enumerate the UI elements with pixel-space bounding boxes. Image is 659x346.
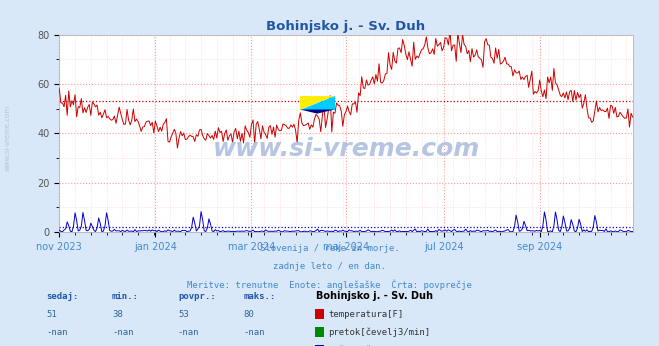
Text: min.:: min.: [112, 292, 139, 301]
Text: -nan: -nan [46, 328, 68, 337]
Text: maks.:: maks.: [244, 292, 276, 301]
Text: pretok[čevelj3/min]: pretok[čevelj3/min] [328, 328, 430, 337]
Polygon shape [300, 110, 335, 113]
Text: sedaj:: sedaj: [46, 292, 78, 301]
Text: -nan: -nan [244, 328, 266, 337]
Text: 53: 53 [178, 310, 188, 319]
Text: temperatura[F]: temperatura[F] [328, 310, 403, 319]
Polygon shape [300, 96, 335, 110]
Text: -nan: -nan [112, 328, 134, 337]
Text: povpr.:: povpr.: [178, 292, 215, 301]
Text: Slovenija / reke in morje.: Slovenija / reke in morje. [260, 244, 399, 253]
Text: 80: 80 [244, 310, 254, 319]
Title: Bohinjsko j. - Sv. Duh: Bohinjsko j. - Sv. Duh [266, 20, 426, 34]
Text: -nan: -nan [178, 328, 200, 337]
Text: 51: 51 [46, 310, 57, 319]
Text: 38: 38 [112, 310, 123, 319]
Text: Meritve: trenutne  Enote: anglešaške  Črta: povprečje: Meritve: trenutne Enote: anglešaške Črta… [187, 280, 472, 290]
Text: Bohinjsko j. - Sv. Duh: Bohinjsko j. - Sv. Duh [316, 291, 434, 301]
Text: www.si-vreme.com: www.si-vreme.com [5, 105, 11, 172]
Polygon shape [300, 96, 335, 110]
Text: zadnje leto / en dan.: zadnje leto / en dan. [273, 262, 386, 271]
Text: www.si-vreme.com: www.si-vreme.com [212, 137, 480, 161]
